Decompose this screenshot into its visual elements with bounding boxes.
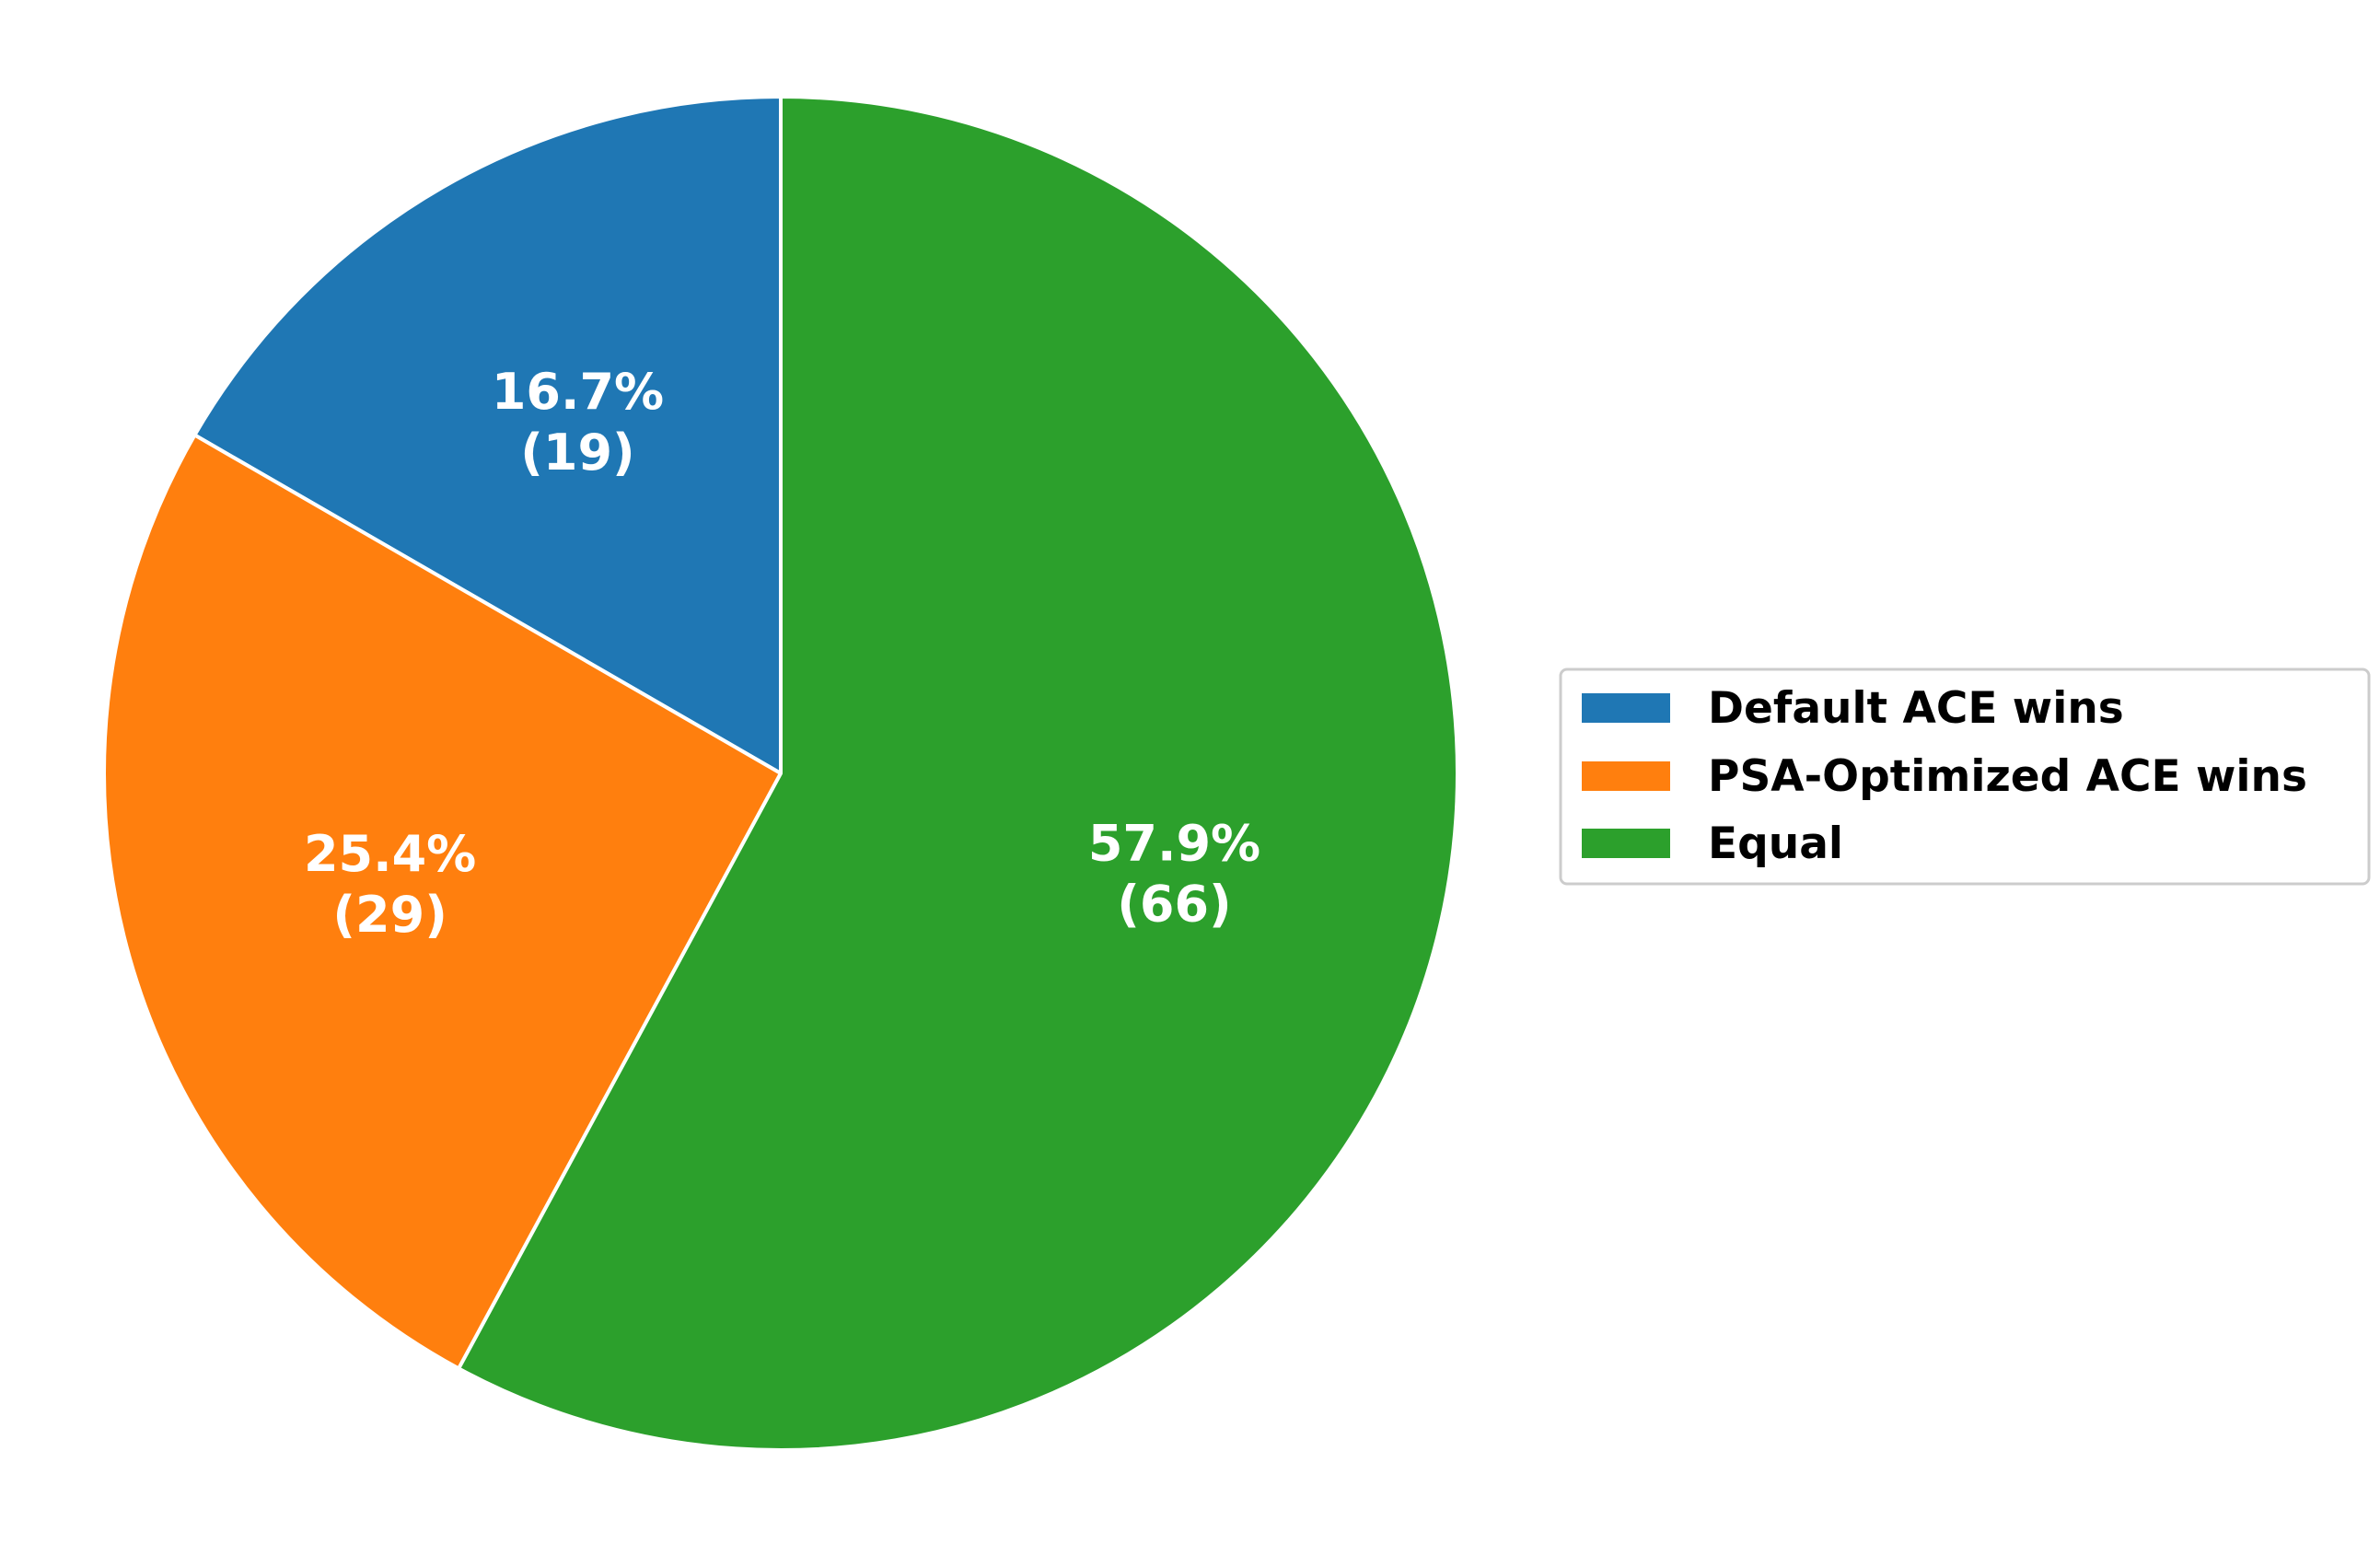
legend: Default ACE wins PSA-Optimized ACE wins … [1559,668,2371,886]
legend-label: Equal [1708,818,1843,869]
legend-entry-default: Default ACE wins [1582,683,2124,734]
slice-percent-label: 25.4% [304,825,476,883]
legend-label: Default ACE wins [1708,683,2124,734]
legend-entry-psa-optimized: PSA-Optimized ACE wins [1582,751,2307,802]
legend-frame [1559,668,2371,886]
pie-slices [102,95,1459,1452]
legend-swatch [1582,829,1670,858]
pie-slice-equal [457,95,1459,1452]
legend-label: PSA-Optimized ACE wins [1708,751,2307,802]
slice-count-label: (19) [520,424,635,482]
slice-percent-label: 16.7% [492,363,664,421]
legend-swatch [1582,761,1670,791]
slice-count-label: (66) [1117,875,1232,933]
slice-percent-label: 57.9% [1088,814,1260,872]
pie-slice-psa-optimized [102,433,783,1371]
legend-entry-equal: Equal [1582,818,1843,869]
slice-count-label: (29) [332,886,447,944]
legend-swatch [1582,693,1670,723]
pie-slice-default [192,95,783,775]
pie-labels: 16.7%(19) 25.4%(29) 57.9%(66) [304,363,1260,944]
